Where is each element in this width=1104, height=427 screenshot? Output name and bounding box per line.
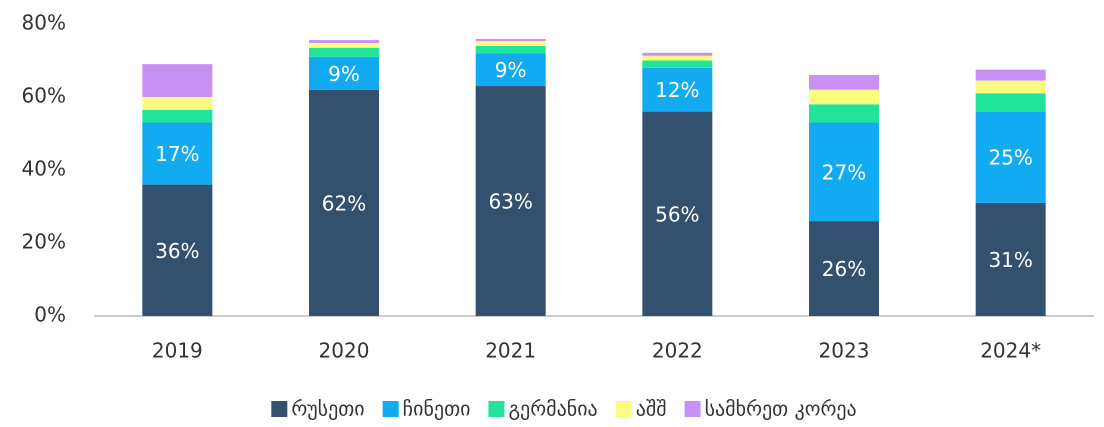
value-label: 36% xyxy=(155,239,199,263)
bar-segment xyxy=(475,41,546,46)
value-label: 26% xyxy=(822,257,866,281)
bar-segment xyxy=(975,80,1046,94)
bar-segment xyxy=(475,38,546,42)
bar-segment xyxy=(809,75,879,90)
bar-segment xyxy=(642,60,713,68)
value-label: 9% xyxy=(495,58,527,82)
x-tick-label: 2024* xyxy=(980,339,1041,363)
bar-segment xyxy=(309,42,379,48)
x-tick-label: 2022 xyxy=(652,339,703,363)
bar-segment xyxy=(975,93,1046,112)
bar-segment xyxy=(142,109,213,123)
y-tick-label: 80% xyxy=(22,11,66,35)
bar-segment xyxy=(975,69,1046,81)
value-label: 9% xyxy=(328,62,360,86)
bar-segment xyxy=(309,40,379,43)
legend-swatch xyxy=(684,401,701,417)
bar-segment xyxy=(642,55,713,61)
legend-swatch xyxy=(615,401,632,417)
y-tick-label: 20% xyxy=(22,230,66,254)
legend-label: გერმანია xyxy=(508,397,597,421)
bar-segment xyxy=(475,86,546,316)
legend-label: აშშ xyxy=(636,397,667,421)
value-label: 25% xyxy=(988,146,1032,170)
bar-segment xyxy=(475,53,546,87)
bar-segment xyxy=(642,111,713,316)
value-label: 63% xyxy=(488,190,532,214)
bar-segment xyxy=(809,221,879,316)
legend-swatch xyxy=(271,401,288,417)
bar-segment xyxy=(142,184,213,316)
value-label: 31% xyxy=(988,248,1032,272)
y-tick-label: 40% xyxy=(22,157,66,181)
bar-segment xyxy=(309,56,379,90)
value-label: 17% xyxy=(155,142,199,166)
bar-segment xyxy=(142,64,213,97)
bar-segment xyxy=(309,89,379,316)
bar-segment xyxy=(642,52,713,56)
bar-segment xyxy=(309,47,379,57)
value-label: 62% xyxy=(322,191,366,215)
value-label: 12% xyxy=(655,78,699,102)
bar-segment xyxy=(809,104,879,123)
x-tick-label: 2019 xyxy=(152,339,203,363)
legend-label: სამხრეთ კორეა xyxy=(705,397,857,421)
bar-segment xyxy=(642,67,713,112)
legend-swatch xyxy=(488,401,505,417)
legend-label: ჩინეთი xyxy=(403,397,471,421)
value-label: 56% xyxy=(655,202,699,226)
bar-segment xyxy=(475,45,546,54)
y-tick-label: 60% xyxy=(22,84,66,108)
legend-swatch xyxy=(382,401,399,417)
bar-segment xyxy=(142,122,213,185)
x-tick-label: 2021 xyxy=(485,339,536,363)
bar-segment xyxy=(809,89,879,105)
y-tick-label: 0% xyxy=(34,303,66,327)
legend-label: რუსეთი xyxy=(291,397,364,421)
bar-segment xyxy=(975,202,1046,316)
bar-segment xyxy=(809,122,879,222)
bar-segment xyxy=(975,111,1046,203)
bar-segment xyxy=(142,97,213,110)
value-label: 27% xyxy=(822,160,866,184)
x-tick-label: 2020 xyxy=(319,339,370,363)
x-tick-label: 2023 xyxy=(819,339,870,363)
